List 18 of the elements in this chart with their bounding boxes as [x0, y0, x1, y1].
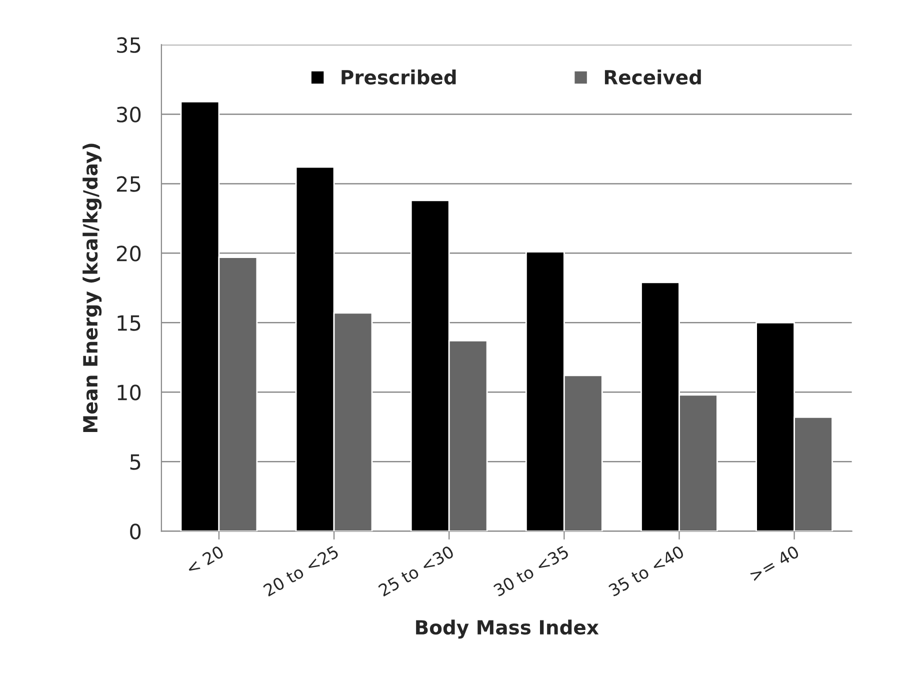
x-tick-label: 20 to <25 [262, 545, 340, 597]
x-tick-label: 30 to <35 [492, 545, 570, 597]
y-tick-label: 20 [116, 246, 141, 262]
legend-label: Prescribed [342, 70, 456, 85]
legend-label: Received [604, 70, 701, 85]
x-tick-label: >= 40 [748, 545, 800, 582]
x-tick-label: 25 to <30 [378, 545, 455, 597]
y-tick-label: 10 [118, 384, 141, 400]
x-tick-label: < 20 [186, 545, 224, 575]
y-tick-label: 0 [130, 524, 141, 540]
y-axis-title: Mean Energy (kcal/kg/day) [82, 144, 102, 432]
y-tick-label: 30 [117, 106, 141, 122]
y-tick-label: 5 [130, 454, 140, 470]
y-tick-label: 35 [117, 37, 140, 53]
y-tick-label: 15 [118, 315, 140, 331]
y-tick-label: 25 [116, 176, 140, 192]
x-axis-title: Body Mass Index [416, 620, 599, 639]
x-tick-label: 35 to <40 [608, 545, 685, 597]
